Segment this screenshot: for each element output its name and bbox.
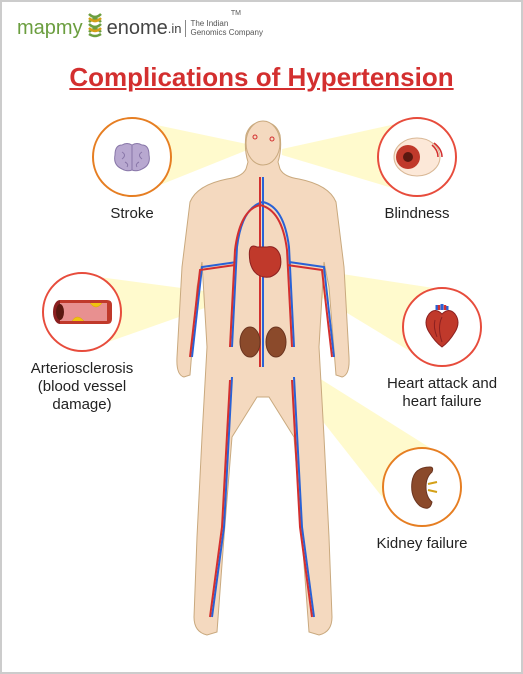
logo-part2: enome — [107, 17, 168, 40]
stroke-icon — [92, 117, 172, 197]
callout-stroke: Stroke — [62, 117, 202, 223]
callout-label: Heart attack andheart failure — [372, 375, 512, 411]
callout-heart: Heart attack andheart failure — [372, 287, 512, 411]
callout-blindness: Blindness — [347, 117, 487, 223]
logo-helix-icon — [85, 12, 105, 45]
tm-mark: TM — [231, 10, 241, 17]
callout-arteriosclerosis: Arteriosclerosis(blood vesseldamage) — [12, 272, 152, 414]
blindness-icon — [377, 117, 457, 197]
arteriosclerosis-icon — [42, 272, 122, 352]
callout-label: Kidney failure — [352, 535, 492, 553]
callout-label: Stroke — [62, 205, 202, 223]
logo: mapmy enome .in The Indian Genomics Comp… — [17, 12, 263, 45]
callout-label: Arteriosclerosis(blood vesseldamage) — [12, 360, 152, 414]
callout-kidney: Kidney failure — [352, 447, 492, 553]
kidney-icon — [382, 447, 462, 527]
diagram-canvas: Stroke Blindness Arteriosclerosis(blood … — [2, 107, 523, 667]
page-title: Complications of Hypertension — [2, 62, 521, 93]
logo-tagline: The Indian Genomics Company — [185, 20, 262, 38]
heart-icon — [402, 287, 482, 367]
callout-label: Blindness — [347, 205, 487, 223]
logo-domain: .in — [168, 21, 182, 36]
logo-part1: mapmy — [17, 17, 83, 40]
